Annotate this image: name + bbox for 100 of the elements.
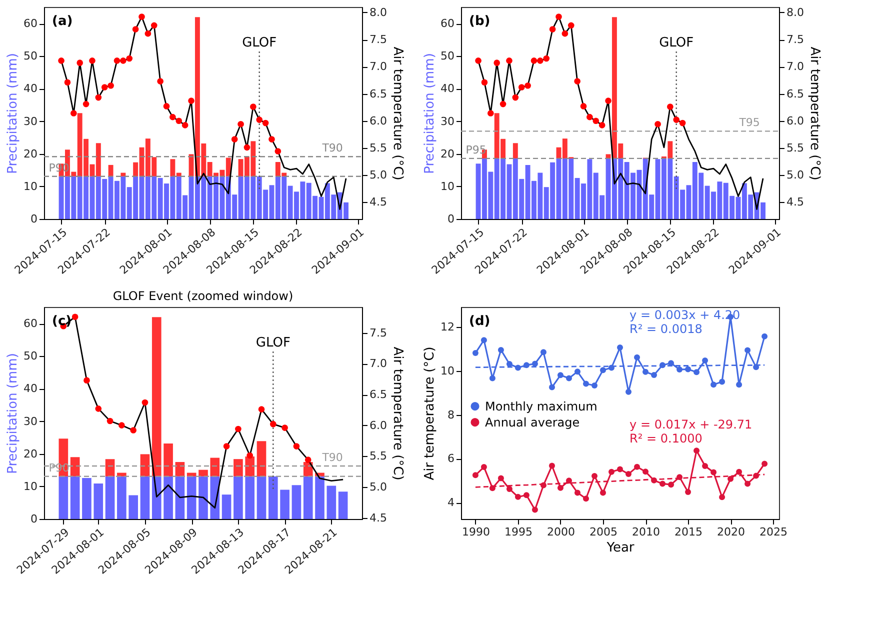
point [512, 94, 519, 101]
point [574, 490, 580, 496]
bar [198, 470, 208, 476]
point [660, 480, 666, 487]
bar [117, 476, 126, 519]
point [710, 382, 717, 388]
bar [105, 476, 115, 519]
y2-tick-label: 5.0 [370, 480, 387, 494]
point [580, 103, 587, 110]
bar [94, 484, 104, 519]
point [719, 378, 726, 385]
x-tick-label: 2005 [589, 526, 618, 538]
point [481, 79, 488, 86]
point [617, 466, 623, 472]
point [250, 104, 256, 110]
point [702, 358, 708, 364]
y2-tick-label: 6.5 [786, 87, 804, 100]
bar [58, 476, 68, 519]
annotation: (d) [469, 314, 490, 329]
point [106, 418, 114, 424]
annotation: (c) [52, 314, 72, 329]
point [532, 360, 538, 367]
bar [152, 317, 162, 476]
point [487, 110, 494, 116]
bar [268, 476, 278, 519]
y2-tick-label: 6.5 [370, 388, 387, 402]
point [685, 366, 692, 372]
point [543, 55, 550, 62]
y-tick-label: 60 [440, 17, 454, 30]
x-tick-label: 2020 [717, 526, 746, 538]
bar [292, 485, 302, 519]
point [592, 118, 600, 124]
point [238, 120, 244, 128]
bar [164, 443, 173, 476]
y-tick-label: 10 [24, 180, 38, 193]
annotation: (a) [52, 14, 73, 29]
bar [512, 143, 518, 158]
point [498, 475, 504, 482]
bar [164, 476, 173, 519]
point [608, 364, 614, 371]
point [660, 362, 666, 368]
point [282, 424, 288, 431]
point [736, 382, 742, 388]
point [600, 367, 606, 374]
point [231, 136, 238, 142]
point [626, 388, 632, 395]
ref-line-label: T90 [321, 142, 343, 155]
point [472, 350, 478, 356]
point [523, 492, 530, 498]
point [762, 333, 768, 340]
point [586, 114, 593, 120]
point [293, 443, 300, 450]
bar [105, 459, 115, 476]
y2-tick-label: 4.5 [370, 511, 387, 524]
point [514, 494, 521, 500]
point [702, 462, 708, 469]
point [89, 58, 96, 64]
point [568, 22, 574, 29]
y-tick-label: 40 [440, 82, 454, 96]
point [548, 384, 555, 390]
y-tick-label: 50 [24, 50, 38, 63]
point [101, 84, 108, 90]
point [70, 110, 77, 116]
point [762, 460, 768, 467]
point [719, 494, 726, 500]
y-tick-label: 60 [24, 317, 38, 330]
point [472, 472, 478, 478]
y-tick-label: 40 [24, 82, 38, 96]
bar [82, 478, 92, 519]
point [120, 58, 126, 64]
y2-tick-label: 6.0 [370, 418, 387, 432]
point [626, 471, 632, 478]
y-tick-label: 50 [24, 350, 38, 363]
point [566, 375, 572, 382]
point [651, 372, 658, 378]
y2-tick-label: 7.5 [370, 33, 387, 46]
bar [234, 476, 243, 519]
ref-line-label: T95 [738, 116, 760, 130]
y2-tick-label: 5.5 [786, 141, 804, 154]
point [246, 452, 254, 459]
point [126, 55, 133, 62]
point [728, 476, 734, 482]
bar [140, 454, 150, 476]
point [651, 477, 658, 484]
x-tick-label: 2010 [632, 526, 660, 538]
y2-tick-label: 7.0 [370, 60, 387, 74]
y-tick-label: 10 [24, 480, 38, 493]
point [494, 60, 500, 66]
bar [303, 476, 313, 519]
point [548, 462, 555, 469]
bar [234, 459, 243, 476]
point [600, 490, 606, 496]
bar [70, 476, 80, 519]
point [132, 26, 139, 32]
point [82, 100, 90, 108]
y-tick-label: 4 [448, 496, 454, 510]
point [676, 474, 683, 480]
bar [280, 490, 290, 519]
y-tick-label: 12 [440, 320, 454, 334]
y2-tick-label: 4.5 [370, 196, 387, 209]
